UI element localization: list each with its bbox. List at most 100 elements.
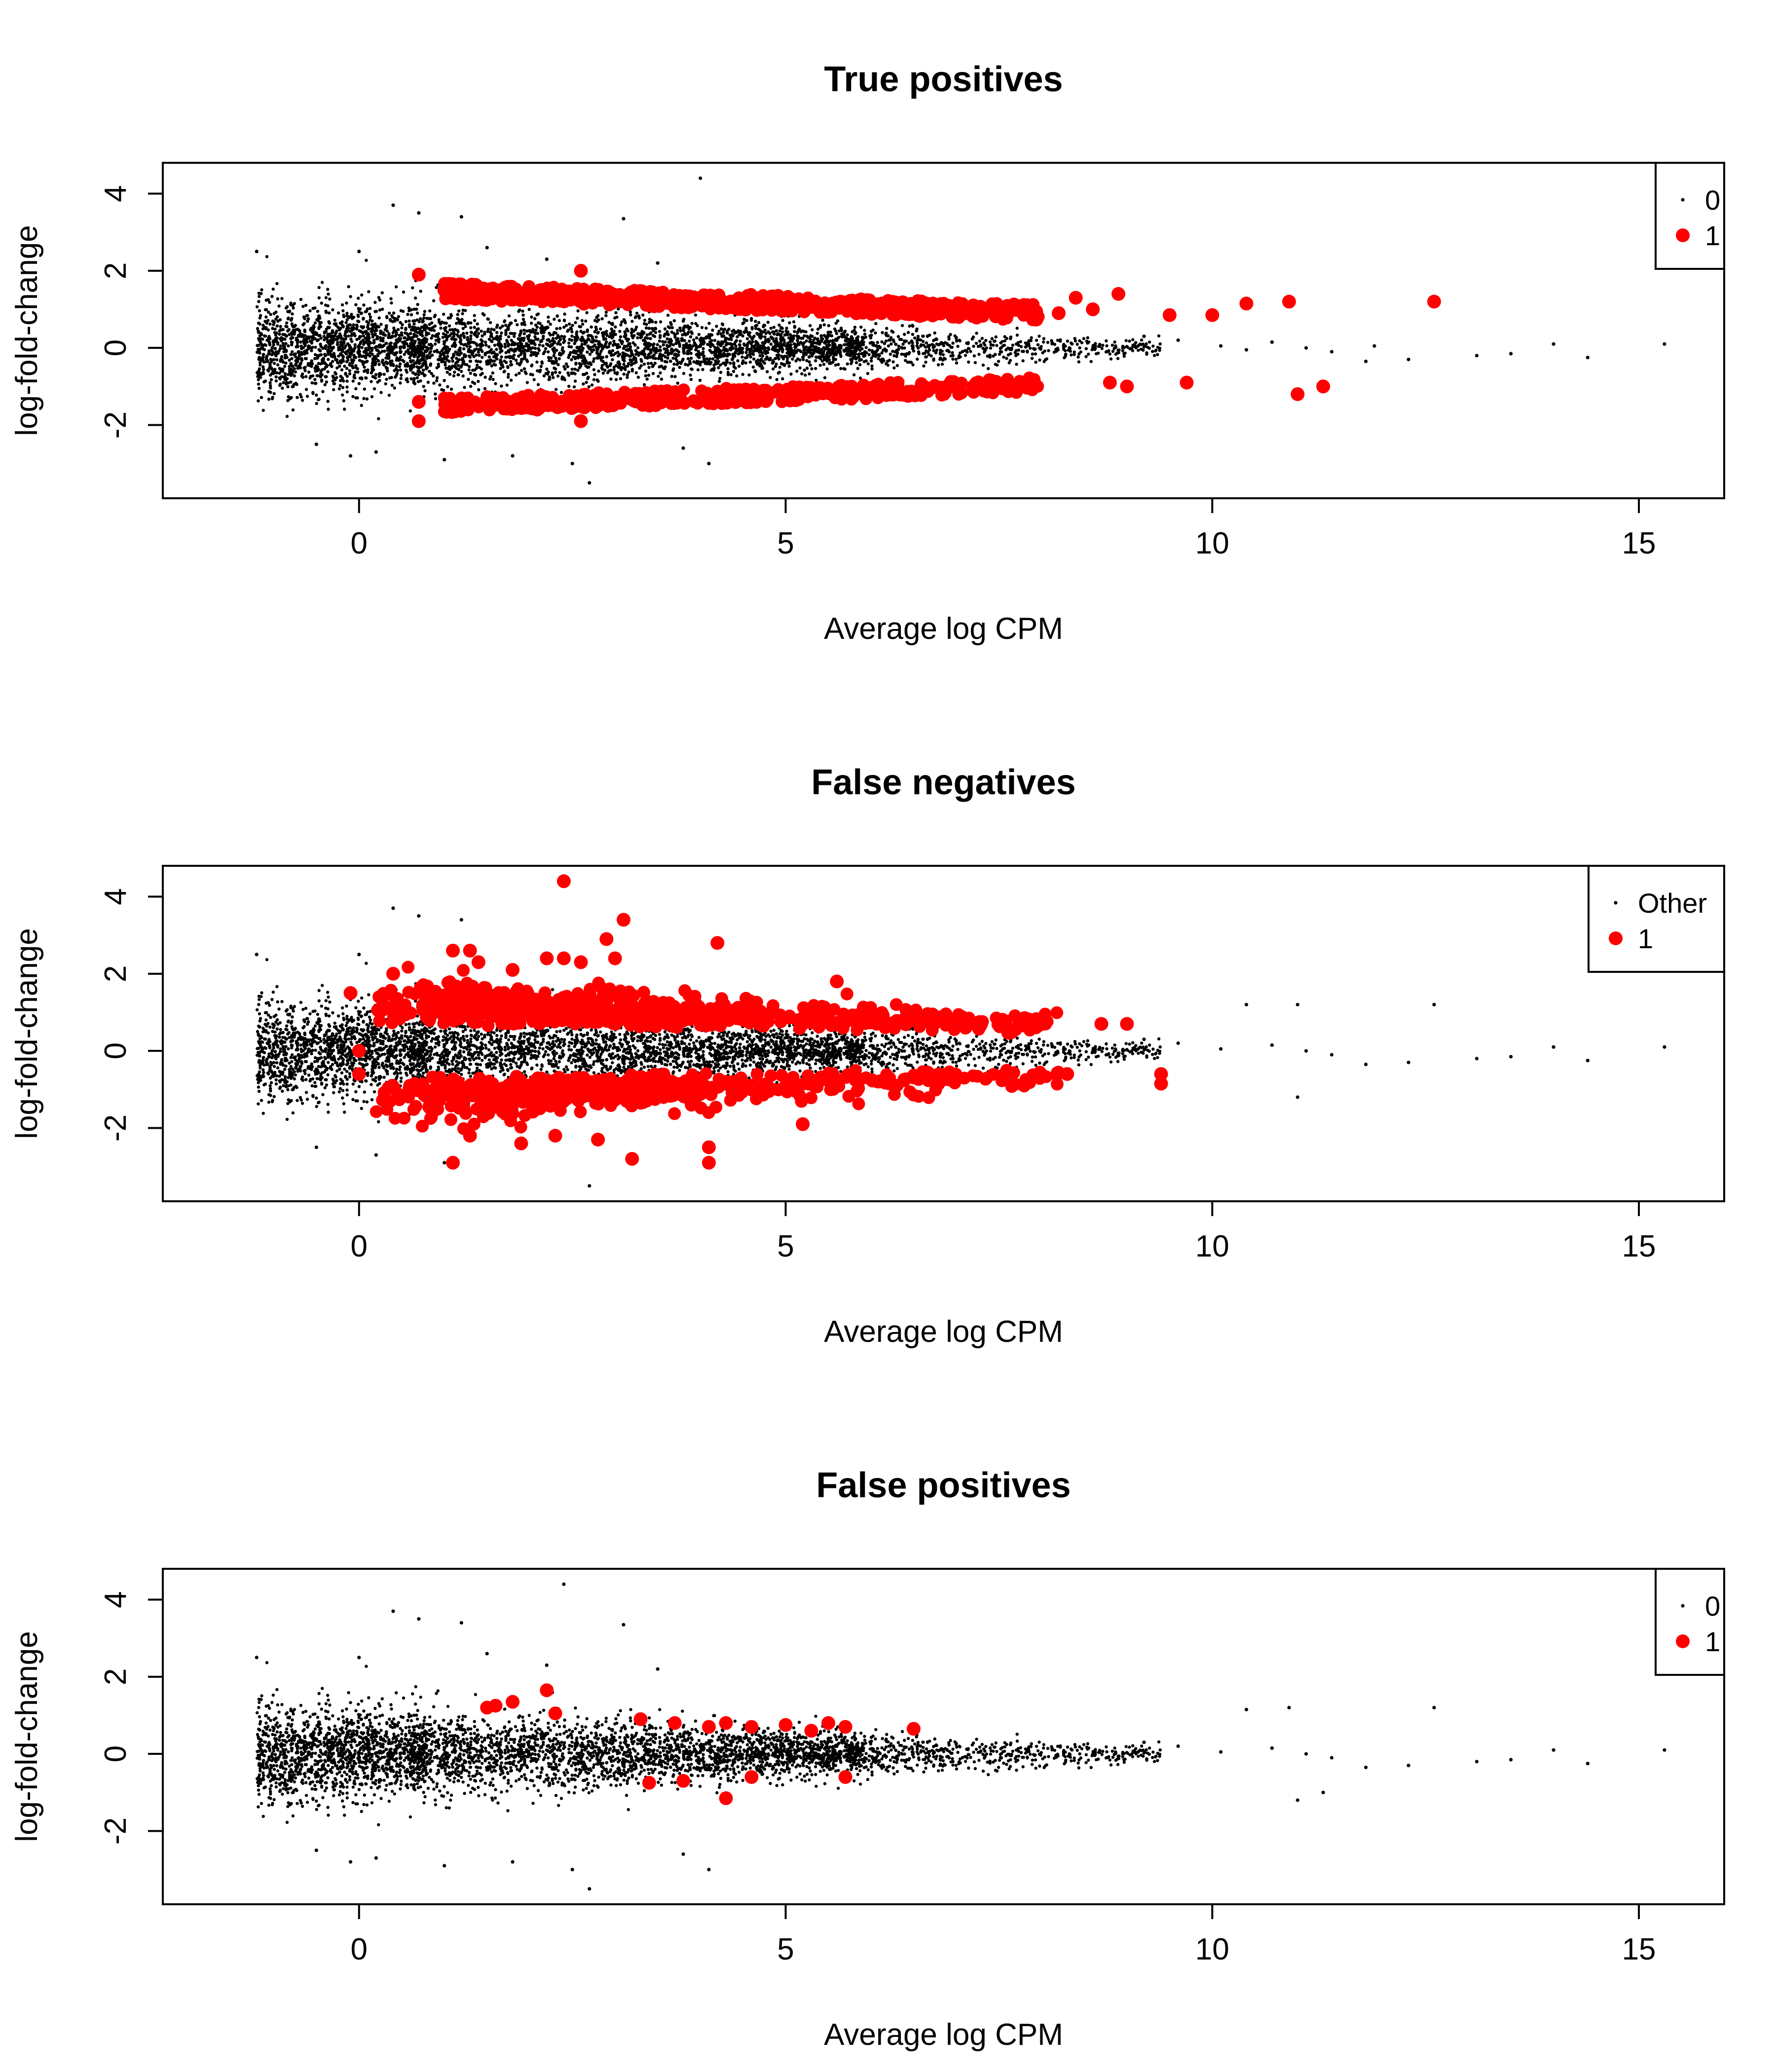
point-small [719,327,723,331]
point-small [592,360,595,363]
point-small [520,369,523,372]
point-small [725,336,728,340]
point-small [475,344,479,347]
point-series-0 [622,217,626,221]
point-small [469,385,473,388]
point-small [1109,357,1113,361]
point-small [769,376,772,379]
point-small [757,321,761,325]
point-small [572,385,576,389]
point-small [615,343,618,347]
point-small [258,351,261,355]
point-small [345,314,349,318]
point-small [1007,361,1011,365]
point-small [814,367,817,370]
point-small [303,317,306,321]
point-small [992,343,995,347]
point-small [491,377,495,381]
point-small [257,382,260,386]
point-small [383,333,387,337]
point-small [563,339,566,343]
point-small [403,353,406,356]
point-small [376,353,380,356]
point-small [390,383,394,387]
point-small [857,340,860,344]
point-small [428,370,431,373]
point-small [714,359,717,363]
point-small [640,352,643,356]
point-small [451,359,454,363]
point-small [883,347,887,351]
point-small [365,259,368,262]
point-small [259,361,262,364]
point-small [637,316,641,320]
point-small [885,327,888,330]
point-small [371,325,375,328]
point-small [792,352,796,356]
point-small [435,286,438,289]
point-small [996,363,999,367]
point-small [1064,344,1067,348]
point-small [507,375,510,379]
point-small [1122,346,1126,349]
point-small [651,355,655,359]
point-small [722,345,726,349]
point-small [401,323,404,327]
point-small [339,353,343,356]
point-small [259,357,262,361]
point-small [476,364,479,367]
point-small [425,346,428,349]
point-small [758,344,762,348]
point-small [549,333,552,337]
point-small [291,350,294,354]
point-small [557,357,561,361]
point-small [270,295,274,298]
point-small [732,365,736,369]
point-small [344,321,348,324]
point-small [345,352,348,356]
point-small [356,370,360,374]
point-small [665,350,669,354]
point-small [480,338,483,341]
point-small [403,346,407,349]
point-small [415,365,419,369]
point-series-0 [417,211,421,215]
point-small [477,332,481,335]
point-small [381,358,384,362]
point-small [802,358,805,362]
point-small [312,328,315,331]
point-small [437,337,441,340]
point-small [723,354,727,358]
point-small [875,349,879,353]
point-small [769,335,773,339]
point-small [452,374,456,377]
point-small [895,364,899,368]
point-small [444,334,447,338]
point-small [275,358,279,362]
point-small [342,341,346,345]
point-small [292,306,295,310]
point-small [844,336,848,339]
point-small [446,331,449,334]
point-small [425,333,428,337]
point-small [370,380,373,383]
point-small [799,350,803,354]
point-small [259,363,262,367]
point-small [1034,352,1037,356]
point-small [729,362,732,365]
point-small [327,311,331,315]
point-small [809,346,812,349]
point-small [567,353,571,357]
point-small [651,372,655,375]
point-small [764,332,768,335]
point-small [539,365,543,368]
point-small [489,348,493,351]
point-small [594,328,598,332]
point-small [432,374,435,378]
point-small [481,334,484,337]
point-small [463,363,467,366]
point-small [750,349,753,352]
point-small [1078,339,1081,342]
point-small [649,362,653,365]
point-small [271,287,275,291]
